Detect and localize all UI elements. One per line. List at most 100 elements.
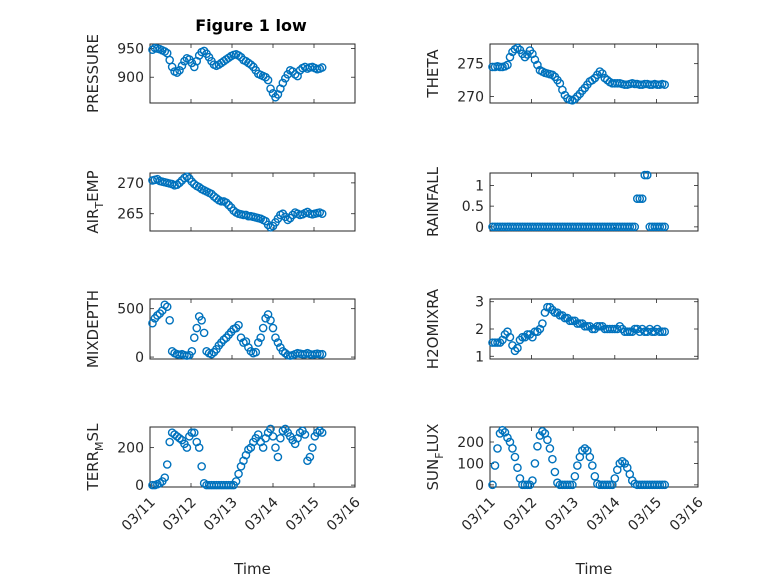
data-point	[234, 320, 243, 330]
data-point	[598, 69, 607, 78]
data-point	[182, 172, 192, 182]
data-point	[528, 476, 537, 485]
data-point	[545, 444, 555, 453]
data-point	[610, 474, 620, 483]
data-point	[300, 430, 310, 439]
data-point	[207, 349, 216, 359]
data-point	[573, 461, 582, 470]
y-axis-label-part: SL	[84, 423, 102, 442]
data-point	[217, 197, 226, 206]
data-point	[657, 222, 667, 232]
data-point	[189, 428, 199, 437]
data-point	[570, 94, 580, 104]
data-point	[266, 424, 275, 434]
data-point	[224, 480, 234, 490]
axes-box	[149, 43, 356, 104]
data-point	[630, 222, 640, 232]
data-point	[162, 302, 172, 312]
data-point	[503, 60, 512, 70]
x-tick-label: 03/12	[160, 494, 200, 534]
data-point	[192, 323, 202, 333]
data-point	[315, 349, 325, 359]
y-axis-label-part: LUX	[424, 424, 442, 453]
data-point	[148, 318, 157, 328]
y-axis-label-part: EMP	[84, 170, 102, 201]
y-tick-label: 100	[457, 456, 484, 472]
data-point	[585, 452, 595, 462]
data-point	[162, 460, 172, 469]
data-point	[655, 222, 665, 232]
y-tick-label: 900	[117, 70, 144, 86]
data-point	[525, 480, 535, 490]
data-point	[153, 174, 162, 184]
data-point	[533, 327, 542, 337]
series-markers	[148, 172, 327, 232]
data-point	[263, 75, 273, 85]
data-point	[246, 346, 256, 356]
data-point	[580, 444, 590, 453]
x-tick-label: 03/15	[625, 494, 665, 534]
data-point	[231, 477, 241, 486]
axes-terr_msl: 0 200 03/11 03/12 03/13 03/14 03/15 03/16 Time TE…	[84, 423, 364, 578]
data-point	[490, 338, 500, 347]
axes-rainfall: 0 0.5 1 RAINFALL	[424, 166, 699, 237]
y-tick-label: 0	[135, 478, 144, 494]
data-point	[258, 323, 268, 333]
data-point	[495, 62, 505, 72]
data-point	[315, 426, 325, 436]
y-axis-label-subscript: T	[93, 202, 106, 210]
data-point	[207, 189, 216, 199]
data-point	[573, 319, 582, 328]
data-point	[632, 324, 642, 334]
data-point	[189, 333, 199, 343]
data-point	[187, 428, 197, 437]
y-tick-label: 2	[475, 322, 484, 338]
axes-sun_flux: 0 100 200 03/11 03/12 03/13 03/14 03/15 03/16 Tim…	[424, 424, 707, 578]
data-point	[530, 459, 540, 468]
data-point	[258, 443, 268, 452]
data-point	[268, 323, 278, 333]
data-point	[523, 480, 532, 490]
data-point	[565, 480, 575, 490]
data-point	[570, 471, 580, 481]
series-markers	[488, 425, 670, 490]
data-point	[317, 63, 327, 72]
data-point	[317, 428, 327, 437]
data-point	[655, 327, 665, 337]
data-point	[622, 327, 632, 337]
axes-air_temp: 265 270 AIRTEMP	[84, 170, 356, 234]
y-tick-label: 0	[135, 350, 144, 366]
data-point	[605, 480, 615, 490]
data-point	[588, 461, 597, 470]
data-point	[187, 177, 197, 186]
y-axis-label: H2OMIXRA	[424, 288, 442, 369]
data-point	[253, 338, 263, 347]
series-markers	[148, 43, 327, 102]
y-axis-label: AIRTEMP	[84, 170, 106, 233]
y-tick-label: 270	[117, 176, 144, 192]
data-point	[234, 469, 243, 479]
y-tick-label: 0.5	[462, 199, 484, 215]
data-point	[563, 480, 572, 490]
x-tick-label: 03/14	[242, 494, 282, 534]
data-point	[588, 75, 597, 85]
data-point	[199, 328, 209, 338]
y-tick-label: 200	[457, 435, 484, 451]
data-point	[219, 335, 229, 344]
data-point	[593, 321, 602, 331]
x-axis-label: Time	[575, 560, 613, 578]
data-point	[295, 428, 305, 437]
y-tick-label: 3	[475, 295, 484, 311]
data-point	[548, 454, 557, 464]
data-point	[278, 426, 288, 436]
data-point	[194, 443, 204, 452]
data-point	[224, 200, 234, 210]
data-point	[175, 66, 184, 75]
data-point	[278, 78, 288, 88]
y-axis-label-part: TERR	[84, 451, 102, 492]
x-tick-label: 03/13	[542, 494, 582, 534]
y-axis-label-part: AIR	[84, 209, 102, 234]
data-point	[625, 222, 635, 232]
data-point	[505, 332, 515, 342]
